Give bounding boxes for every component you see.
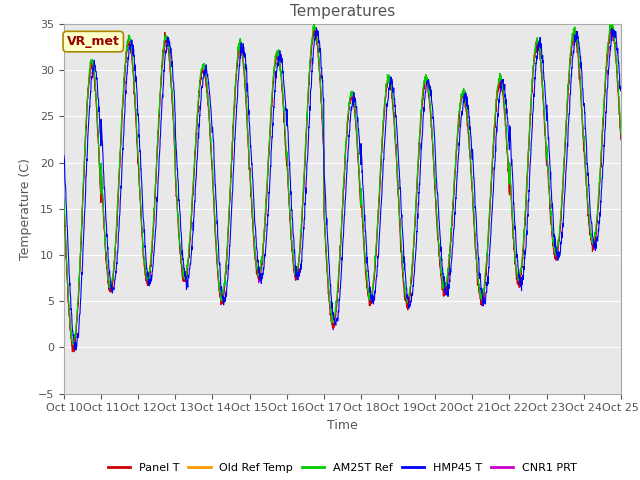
Line: CNR1 PRT: CNR1 PRT <box>64 27 621 348</box>
AM25T Ref <box>505 166 513 171</box>
HMP45 T <box>313 25 321 31</box>
Old Ref Temp <box>70 344 78 350</box>
CNR1 PRT <box>504 169 512 175</box>
AM25T Ref <box>568 35 576 40</box>
X-axis label: Time: Time <box>327 419 358 432</box>
Panel T <box>584 195 591 201</box>
HMP45 T <box>617 88 625 94</box>
AM25T Ref <box>310 19 318 25</box>
Old Ref Temp <box>504 169 512 175</box>
CNR1 PRT <box>371 267 379 273</box>
AM25T Ref <box>359 218 367 224</box>
CNR1 PRT <box>68 345 76 351</box>
HMP45 T <box>359 182 367 188</box>
AM25T Ref <box>216 285 223 291</box>
CNR1 PRT <box>584 194 591 200</box>
HMP45 T <box>371 288 379 294</box>
CNR1 PRT <box>617 132 625 138</box>
Old Ref Temp <box>584 193 591 199</box>
Line: Old Ref Temp: Old Ref Temp <box>64 25 621 347</box>
Y-axis label: Temperature (C): Temperature (C) <box>19 158 33 260</box>
Text: VR_met: VR_met <box>67 35 120 48</box>
HMP45 T <box>60 153 68 158</box>
Line: Panel T: Panel T <box>64 27 621 352</box>
CNR1 PRT <box>216 289 223 295</box>
Old Ref Temp <box>371 264 379 270</box>
CNR1 PRT <box>60 202 68 208</box>
Panel T <box>359 224 367 230</box>
HMP45 T <box>216 262 223 268</box>
CNR1 PRT <box>359 221 367 227</box>
Old Ref Temp <box>608 22 616 28</box>
Panel T <box>504 166 512 171</box>
Line: AM25T Ref: AM25T Ref <box>64 22 621 344</box>
Panel T <box>371 268 379 274</box>
HMP45 T <box>505 137 513 143</box>
Panel T <box>609 24 616 30</box>
Legend: Panel T, Old Ref Temp, AM25T Ref, HMP45 T, CNR1 PRT: Panel T, Old Ref Temp, AM25T Ref, HMP45 … <box>104 458 581 477</box>
Panel T <box>60 204 68 210</box>
Title: Temperatures: Temperatures <box>290 4 395 19</box>
Panel T <box>617 137 625 143</box>
CNR1 PRT <box>609 24 616 30</box>
Panel T <box>68 349 76 355</box>
AM25T Ref <box>70 341 78 347</box>
Old Ref Temp <box>617 129 625 134</box>
AM25T Ref <box>371 253 379 259</box>
Old Ref Temp <box>568 40 575 46</box>
HMP45 T <box>72 347 80 353</box>
Old Ref Temp <box>60 200 68 206</box>
Old Ref Temp <box>359 216 367 222</box>
Panel T <box>568 43 575 49</box>
HMP45 T <box>568 65 576 71</box>
Line: HMP45 T: HMP45 T <box>64 28 621 350</box>
Old Ref Temp <box>216 289 223 295</box>
HMP45 T <box>584 164 591 169</box>
CNR1 PRT <box>568 45 575 51</box>
AM25T Ref <box>617 132 625 137</box>
AM25T Ref <box>584 197 591 203</box>
Panel T <box>216 287 223 292</box>
AM25T Ref <box>60 196 68 202</box>
